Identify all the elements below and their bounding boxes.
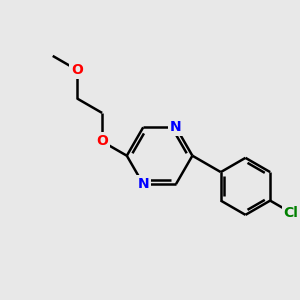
Text: O: O: [96, 134, 108, 148]
Text: N: N: [137, 177, 149, 191]
Text: O: O: [71, 63, 83, 77]
Text: Cl: Cl: [284, 206, 298, 220]
Text: N: N: [170, 120, 182, 134]
